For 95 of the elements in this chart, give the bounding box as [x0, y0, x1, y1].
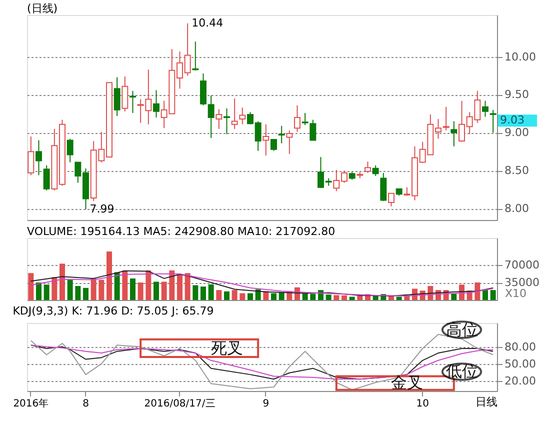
bar	[342, 295, 347, 300]
candlestick	[239, 107, 246, 125]
candlestick	[192, 41, 199, 71]
candlestick	[294, 104, 300, 132]
annotation: 7.99	[90, 202, 114, 216]
candlestick	[231, 98, 238, 130]
candlestick	[28, 136, 34, 176]
bar	[169, 270, 175, 300]
x-axis-title: 日线	[476, 396, 498, 408]
chart-title: (日线)	[27, 2, 58, 15]
bar	[154, 282, 159, 300]
x-tick-label: 2016年	[13, 398, 49, 410]
y-tick-label: 80.00	[504, 340, 536, 354]
y-tick-label: 20.00	[504, 374, 536, 388]
bar	[208, 284, 214, 300]
bar	[83, 288, 88, 300]
bar	[240, 293, 246, 300]
bar	[334, 295, 340, 300]
candlestick	[66, 138, 74, 163]
bar	[451, 294, 457, 300]
bar	[200, 286, 206, 300]
candlestick	[43, 164, 50, 191]
bar	[271, 293, 276, 300]
bar	[60, 264, 65, 300]
candlestick	[262, 124, 270, 156]
y-tick-label: 50.00	[504, 357, 536, 370]
candlestick	[490, 109, 496, 134]
y-tick-label: 8.00	[504, 202, 529, 216]
candlestick	[130, 90, 136, 114]
x-tick-label: 8	[82, 398, 89, 410]
candlestick	[122, 76, 128, 112]
candlestick	[372, 164, 379, 176]
bar	[75, 286, 81, 300]
candlestick	[482, 100, 488, 118]
y-tick-label: 8.50	[504, 164, 529, 178]
bar	[36, 282, 42, 300]
bar	[224, 291, 230, 300]
text: 9.03	[500, 114, 524, 127]
y-tick-label: 70000	[504, 258, 540, 272]
candlestick	[278, 125, 285, 144]
bar	[122, 270, 128, 300]
bar	[130, 278, 136, 300]
bar	[474, 282, 480, 300]
bar	[216, 290, 222, 300]
bar	[482, 290, 488, 300]
bar	[52, 277, 58, 300]
y-tick-label: 9.00	[504, 126, 529, 140]
x-tick-label: 10	[416, 398, 429, 410]
candlestick	[114, 76, 120, 116]
bar	[248, 293, 253, 300]
bar	[90, 278, 96, 300]
chart-title: VOLUME: 195164.13 MA5: 242908.80 MA10: 217092.80	[27, 225, 336, 238]
bar	[177, 274, 182, 300]
bar	[146, 270, 152, 300]
bar	[184, 273, 190, 300]
bar	[302, 293, 308, 300]
candlestick	[286, 130, 293, 154]
annotation: 高位	[446, 320, 478, 339]
y-tick-label: 35000	[504, 276, 540, 289]
chart-title: KDJ(9,3,3) K: 71.96 D: 75.05 J: 65.79	[12, 304, 214, 318]
bar	[490, 290, 496, 300]
text: X10	[505, 287, 527, 300]
candlestick	[36, 140, 42, 176]
x-tick-label: 2016/08/17/三	[144, 398, 216, 410]
bar	[278, 292, 284, 300]
bar	[232, 290, 238, 300]
bar	[161, 282, 167, 300]
candlestick	[216, 108, 222, 130]
bar	[28, 273, 34, 300]
annotation: 10.44	[192, 16, 224, 30]
bar	[138, 282, 144, 300]
bar	[106, 252, 112, 300]
candlestick	[270, 139, 277, 152]
annotation: 金叉	[390, 373, 423, 392]
bar	[396, 296, 402, 300]
bar	[98, 280, 104, 300]
y-tick-label: 10.00	[504, 50, 536, 64]
candlestick	[388, 192, 394, 207]
candlestick	[450, 120, 458, 147]
x-tick-label: 9	[262, 398, 270, 410]
candlestick	[364, 161, 371, 174]
bar	[44, 284, 50, 300]
candlestick	[380, 172, 387, 202]
candlestick	[153, 90, 160, 118]
candlestick	[224, 108, 230, 135]
y-tick-label: 9.50	[504, 88, 529, 102]
bar	[310, 294, 316, 300]
annotation: 死叉	[210, 338, 243, 358]
bar	[67, 280, 73, 300]
bar	[114, 272, 120, 300]
bar	[192, 285, 198, 300]
annotation: 低位	[446, 362, 478, 381]
bar	[318, 290, 324, 300]
bar	[326, 294, 332, 300]
bar	[349, 296, 355, 300]
